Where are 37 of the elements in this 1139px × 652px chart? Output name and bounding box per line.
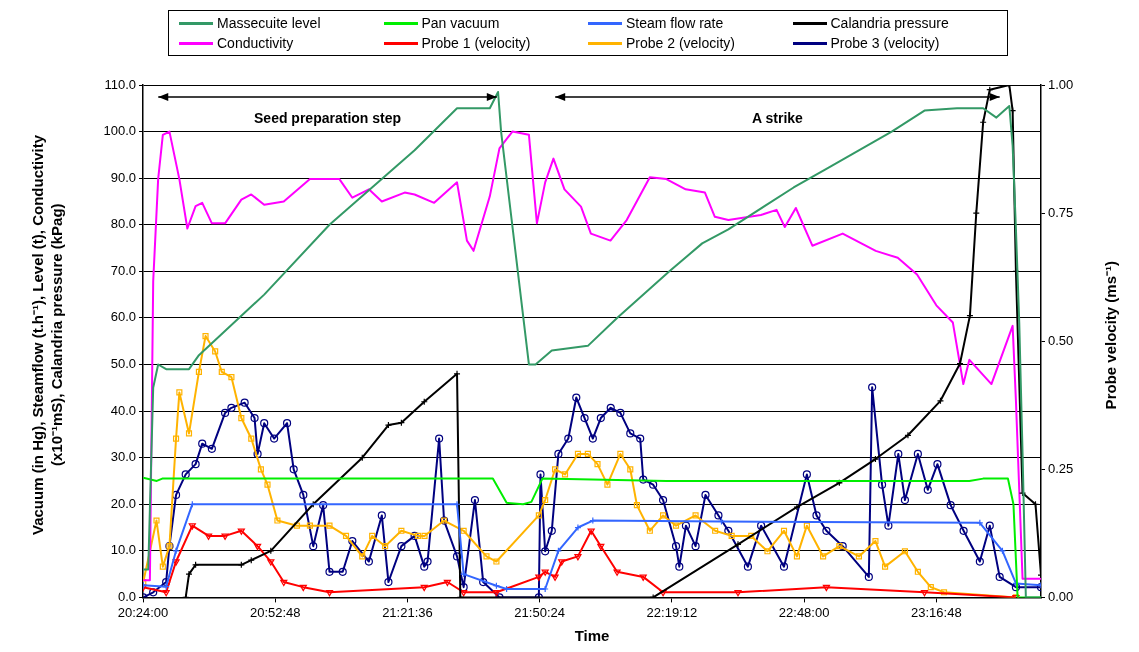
y2-tick-label: 0.25: [1048, 460, 1074, 476]
y-tick-label: 30.0: [110, 449, 136, 465]
y2-axis-title: Probe velocity (ms⁻¹): [1101, 260, 1120, 410]
x-tick-label: 21:50:24: [514, 604, 565, 620]
y-tick-label: 0.0: [117, 588, 136, 604]
legend-label: Probe 1 (velocity): [421, 35, 531, 51]
x-axis-title: Time: [574, 627, 610, 645]
legend-label: Steam flow rate: [626, 15, 724, 31]
x-tick-label: 23:16:48: [911, 604, 962, 620]
y-tick-label: 100.0: [103, 123, 136, 139]
y-axis-title: Vacuum (in Hg), Steamflow (t.h⁻¹), Level (t), Conductivity (x10⁻¹mS), Calandria pressure (kPag): [28, 134, 66, 537]
x-tick-label: 22:48:00: [778, 604, 830, 620]
legend-label: Probe 2 (velocity): [626, 35, 735, 51]
y-tick-label: 20.0: [110, 495, 136, 511]
annotation: Seed preparation step: [254, 109, 402, 126]
y-tick-label: 10.0: [110, 542, 136, 558]
y2-tick-label: 0.50: [1048, 332, 1074, 348]
y-tick-label: 110.0: [104, 76, 136, 92]
x-tick-label: 20:52:48: [249, 604, 301, 620]
y2-tick-label: 1.00: [1048, 76, 1074, 92]
legend-label: Probe 3 (velocity): [830, 35, 940, 51]
x-tick-label: 21:21:36: [382, 604, 433, 620]
y-tick-label: 90.0: [110, 169, 136, 185]
annotation: A strike: [752, 109, 804, 126]
legend-label: Calandria pressure: [830, 15, 949, 31]
x-tick-label: 22:19:12: [646, 604, 698, 620]
y2-tick-label: 0.75: [1048, 204, 1074, 220]
y-tick-label: 50.0: [110, 356, 136, 372]
y-tick-label: 70.0: [110, 262, 136, 278]
legend-label: Pan vacuum: [421, 15, 500, 31]
y-tick-label: 60.0: [110, 309, 136, 325]
legend-label: Massecuite level: [217, 15, 321, 31]
x-tick-label: 20:24:00: [117, 604, 169, 620]
y2-tick-label: 0.00: [1048, 588, 1074, 604]
y-tick-label: 80.0: [110, 216, 136, 232]
legend-label: Conductivity: [217, 35, 294, 51]
y-tick-label: 40.0: [110, 402, 136, 418]
